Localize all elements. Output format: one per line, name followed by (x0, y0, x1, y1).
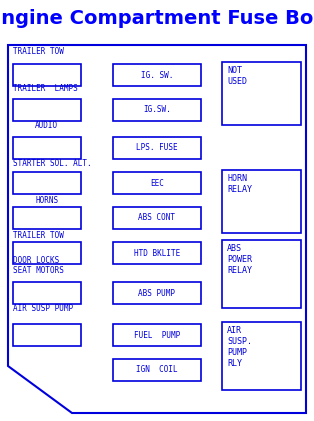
Text: Engine Compartment Fuse Box: Engine Compartment Fuse Box (0, 8, 314, 27)
Text: FUEL  PUMP: FUEL PUMP (134, 330, 180, 339)
Text: AUDIO: AUDIO (35, 121, 58, 130)
Text: TRAILER TOW: TRAILER TOW (13, 47, 64, 56)
Bar (113, 242, 201, 264)
Text: IGN  COIL: IGN COIL (136, 365, 178, 375)
Bar (222, 170, 301, 233)
Bar (13, 324, 81, 346)
Text: DOOR LOCKS
SEAT MOTORS: DOOR LOCKS SEAT MOTORS (13, 256, 64, 275)
Bar (222, 322, 301, 390)
Bar (13, 99, 81, 121)
Text: TRAILER TOW: TRAILER TOW (13, 231, 64, 240)
Bar (113, 324, 201, 346)
Text: AIR
SUSP.
PUMP
RLY: AIR SUSP. PUMP RLY (227, 326, 252, 368)
Bar (13, 137, 81, 159)
Bar (113, 172, 201, 194)
Bar (13, 64, 81, 86)
Text: IG. SW.: IG. SW. (141, 70, 173, 80)
Text: HTD BKLITE: HTD BKLITE (134, 248, 180, 258)
Text: AIR SUSP PUMP: AIR SUSP PUMP (13, 304, 73, 313)
Bar (13, 172, 81, 194)
Bar (113, 64, 201, 86)
Bar (222, 62, 301, 125)
Text: EEC: EEC (150, 179, 164, 187)
Bar (113, 137, 201, 159)
Bar (13, 282, 81, 304)
Bar (113, 207, 201, 229)
Text: HORNS: HORNS (35, 196, 58, 205)
Bar (13, 207, 81, 229)
Bar (222, 240, 301, 308)
Text: ABS PUMP: ABS PUMP (138, 288, 176, 298)
Text: STARTER SOL. ALT.: STARTER SOL. ALT. (13, 159, 92, 168)
Text: TRAILER  LAMPS: TRAILER LAMPS (13, 84, 78, 93)
Bar (113, 99, 201, 121)
Text: LPS. FUSE: LPS. FUSE (136, 144, 178, 152)
Text: ABS CONT: ABS CONT (138, 213, 176, 223)
Polygon shape (8, 45, 306, 413)
Text: ABS
POWER
RELAY: ABS POWER RELAY (227, 244, 252, 275)
Text: IG.SW.: IG.SW. (143, 106, 171, 115)
Text: HORN
RELAY: HORN RELAY (227, 174, 252, 194)
Bar (113, 359, 201, 381)
Bar (13, 242, 81, 264)
Text: NOT
USED: NOT USED (227, 66, 247, 86)
Bar (113, 282, 201, 304)
